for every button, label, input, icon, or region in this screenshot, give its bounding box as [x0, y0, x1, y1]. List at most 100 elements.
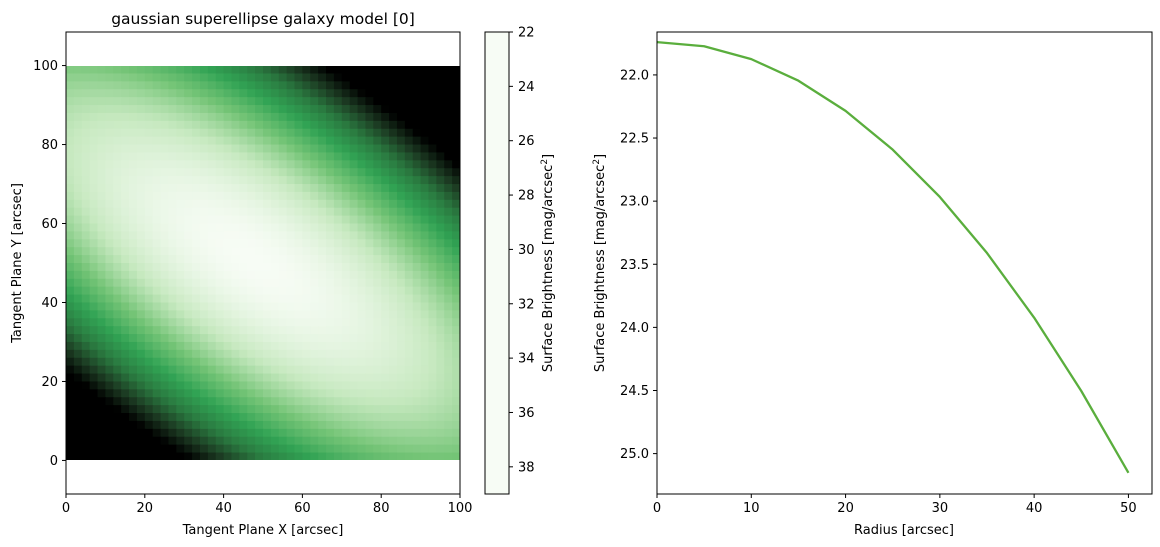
heatmap-cell: [89, 373, 99, 383]
heatmap-cell: [302, 413, 311, 422]
heatmap-cell: [389, 89, 398, 98]
heatmap-cell: [452, 255, 460, 264]
heatmap-cell: [176, 310, 185, 319]
heatmap-cell: [444, 105, 453, 114]
heatmap-cell: [318, 191, 327, 201]
heatmap-cell: [215, 318, 225, 327]
heatmap-cell: [444, 326, 453, 335]
colorbar-tick-label: 28: [518, 189, 535, 204]
heatmap-cell: [89, 255, 99, 264]
heatmap-cell: [310, 381, 319, 390]
heatmap-cell: [199, 105, 209, 114]
heatmap-cell: [223, 397, 233, 406]
heatmap-image: [66, 66, 460, 460]
heatmap-cell: [318, 207, 327, 217]
heatmap-cell: [452, 97, 460, 106]
heatmap-cell: [396, 286, 406, 296]
heatmap-cell: [373, 420, 382, 430]
heatmap-cell: [199, 136, 209, 146]
heatmap-cell: [129, 294, 138, 304]
heatmap-cell: [263, 263, 272, 272]
heatmap-cell: [452, 247, 460, 256]
heatmap-cell: [247, 349, 256, 359]
heatmap-cell: [160, 341, 170, 351]
heatmap-cell: [223, 334, 233, 343]
heatmap-cell: [302, 136, 311, 146]
heatmap-cell: [286, 239, 296, 248]
heatmap-cell: [121, 373, 130, 383]
heatmap-cell: [192, 270, 201, 280]
heatmap-cell: [396, 97, 406, 106]
heatmap-cell: [302, 73, 311, 82]
heatmap-cell: [389, 191, 398, 201]
heatmap-cell: [326, 168, 335, 177]
heatmap-cell: [73, 81, 83, 90]
heatmap-cell: [144, 168, 154, 177]
heatmap-cell: [404, 184, 414, 193]
heatmap-cell: [436, 326, 445, 335]
heatmap-cell: [420, 365, 430, 375]
heatmap-cell: [286, 73, 296, 82]
heatmap-cell: [270, 223, 280, 233]
heatmap-cell: [184, 420, 193, 430]
heatmap-cell: [231, 128, 240, 138]
heatmap-cell: [452, 207, 460, 217]
heatmap-cell: [207, 255, 217, 264]
heatmap-cell: [436, 381, 445, 390]
heatmap-cell: [444, 397, 453, 406]
heatmap-cell: [404, 81, 414, 90]
heatmap-cell: [199, 405, 209, 414]
heatmap-cell: [452, 428, 460, 438]
heatmap-cell: [207, 389, 217, 398]
heatmap-cell: [294, 191, 303, 201]
heatmap-cell: [396, 436, 406, 446]
heatmap-cell: [326, 239, 335, 248]
heatmap-cell: [294, 89, 303, 98]
heatmap-cell: [105, 381, 114, 390]
heatmap-cell: [66, 294, 75, 304]
heatmap-cell: [223, 365, 233, 375]
heatmap-cell: [373, 231, 382, 240]
heatmap-cell: [428, 255, 437, 264]
heatmap-cell: [105, 255, 114, 264]
heatmap-cell: [396, 120, 406, 130]
heatmap-cell: [113, 436, 122, 446]
heatmap-cell: [270, 136, 280, 146]
heatmap-cell: [333, 381, 343, 390]
heatmap-cell: [365, 89, 374, 98]
heatmap-cell: [184, 389, 193, 398]
heatmap-cell: [452, 397, 460, 406]
heatmap-cell: [207, 413, 217, 422]
heatmap-cell: [97, 112, 106, 122]
heatmap-cell: [436, 66, 445, 75]
heatmap-cell: [144, 444, 154, 454]
heatmap-cell: [136, 128, 146, 138]
heatmap-cell: [255, 349, 264, 359]
heatmap-cell: [412, 349, 422, 359]
heatmap-cell: [318, 73, 327, 82]
heatmap-cell: [223, 176, 233, 185]
profile-y-axis-label: Surface Brightness [mag/arcsec2]: [592, 154, 608, 372]
image-y-tick-label: 100: [33, 59, 58, 74]
heatmap-cell: [136, 239, 146, 248]
heatmap-cell: [286, 334, 296, 343]
heatmap-cell: [184, 397, 193, 406]
heatmap-cell: [452, 318, 460, 327]
heatmap-cell: [239, 413, 248, 422]
heatmap-cell: [255, 397, 264, 406]
heatmap-cell: [97, 215, 106, 225]
heatmap-cell: [428, 444, 437, 454]
heatmap-cell: [389, 373, 398, 383]
heatmap-cell: [239, 373, 248, 383]
heatmap-cell: [105, 413, 114, 422]
heatmap-cell: [121, 349, 130, 359]
heatmap-cell: [396, 81, 406, 90]
heatmap-cell: [270, 405, 280, 414]
heatmap-cell: [136, 373, 146, 383]
heatmap-cell: [192, 207, 201, 217]
heatmap-cell: [176, 405, 185, 414]
heatmap-cell: [144, 294, 154, 304]
heatmap-cell: [341, 365, 351, 375]
heatmap-cell: [247, 420, 256, 430]
